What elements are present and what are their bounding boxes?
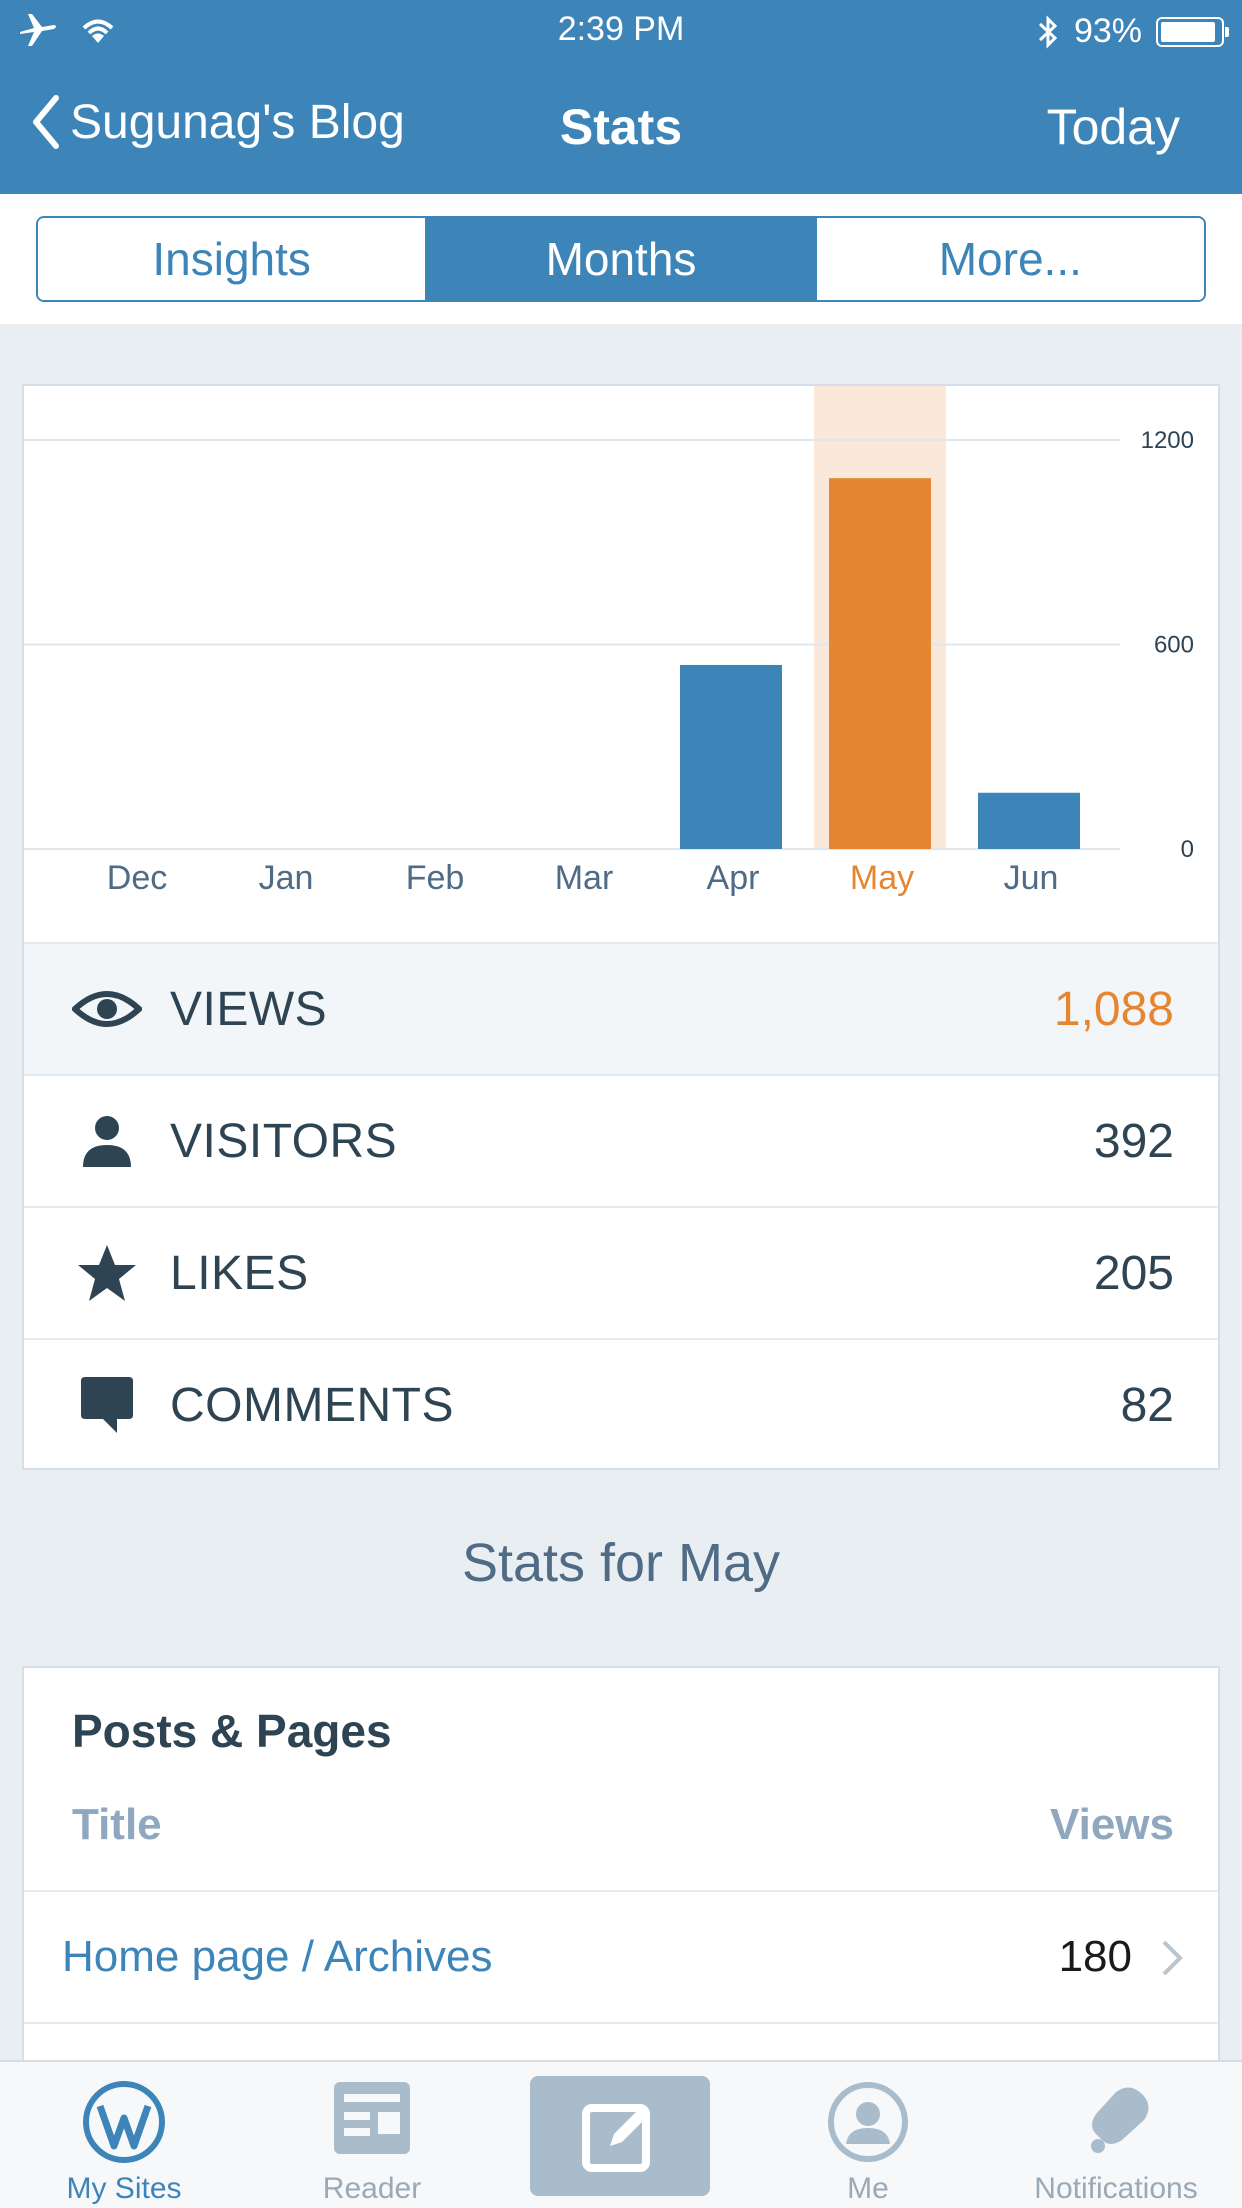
bar-apr	[680, 664, 782, 849]
tab-reader[interactable]: Reader	[282, 2062, 462, 2208]
eye-icon	[72, 974, 142, 1044]
x-tick-label: Jan	[259, 859, 314, 897]
x-tick-label: Dec	[107, 859, 167, 897]
stat-value: 82	[1120, 1378, 1174, 1432]
y-tick-label: 600	[1154, 632, 1194, 659]
status-right: 93%	[1036, 12, 1229, 51]
post-row[interactable]	[24, 2022, 1218, 2154]
stat-label: VIEWS	[170, 982, 328, 1036]
tab-label: Me	[847, 2172, 889, 2205]
stat-value: 392	[1093, 1114, 1174, 1168]
top-bar: 2:39 PM 93% Sugunag's Blog Stats Today	[0, 0, 1242, 194]
tab-label: Notifications	[1034, 2172, 1198, 2205]
segment-bar: Insights Months More...	[0, 194, 1242, 324]
tab-bar: My Sites Reader Me Notifications	[0, 2060, 1242, 2208]
tab-me[interactable]: Me	[778, 2062, 958, 2208]
stat-row-likes[interactable]: LIKES 205	[24, 1206, 1218, 1338]
bluetooth-icon	[1038, 14, 1058, 49]
segment-insights[interactable]: Insights	[38, 218, 426, 300]
bell-icon	[1091, 2087, 1149, 2153]
stat-row-comments[interactable]: COMMENTS 82	[24, 1338, 1218, 1470]
person-icon	[72, 1106, 142, 1176]
wordpress-icon	[83, 2081, 165, 2163]
comment-icon	[72, 1370, 142, 1440]
x-tick-label: May	[850, 859, 914, 897]
battery-percent: 93%	[1073, 12, 1142, 50]
tab-label: My Sites	[66, 2172, 182, 2205]
status-left	[18, 12, 118, 48]
tab-notifications[interactable]: Notifications	[1016, 2062, 1216, 2208]
write-icon	[582, 2104, 650, 2172]
write-post-button[interactable]	[530, 2076, 710, 2196]
stat-label: COMMENTS	[170, 1378, 454, 1432]
chevron-right-icon	[1162, 1940, 1183, 1976]
back-button[interactable]: Sugunag's Blog	[30, 94, 405, 150]
battery-fill	[1161, 21, 1215, 42]
post-row[interactable]: Home page / Archives 180	[24, 1890, 1218, 2022]
y-tick-label: 1200	[1141, 427, 1194, 454]
bar-chart-svg: 1200 600 0 Dec Jan Feb Mar Apr May Jun	[24, 386, 1194, 897]
tab-my-sites[interactable]: My Sites	[34, 2062, 214, 2208]
status-time: 2:39 PM	[557, 10, 685, 48]
bar-may	[829, 478, 931, 849]
battery-icon	[1156, 16, 1229, 47]
section-title: Stats for May	[461, 1533, 781, 1593]
x-tick-label: Apr	[707, 859, 760, 897]
nav-bar: Sugunag's Blog Stats Today	[0, 84, 1242, 172]
column-header-views: Views	[1050, 1800, 1174, 1849]
y-tick-label: 0	[1181, 836, 1194, 863]
x-tick-label: Feb	[406, 859, 465, 897]
status-bar: 2:39 PM 93%	[0, 0, 1242, 60]
segment-months[interactable]: Months	[425, 218, 815, 300]
back-label: Sugunag's Blog	[70, 95, 405, 149]
post-title-link[interactable]: Home page / Archives	[62, 1932, 493, 1981]
bar-chart: 1200 600 0 Dec Jan Feb Mar Apr May Jun	[24, 386, 1218, 942]
stat-value: 205	[1093, 1246, 1174, 1300]
x-tick-label: Mar	[555, 859, 614, 897]
stats-chart-card: 1200 600 0 Dec Jan Feb Mar Apr May Jun VIEWS 1,08…	[22, 384, 1220, 1470]
chevron-left-icon	[33, 95, 59, 149]
tab-label: Reader	[322, 2172, 422, 2205]
x-tick-label: Jun	[1004, 859, 1059, 897]
stat-value: 1,088	[1053, 982, 1174, 1036]
star-icon	[72, 1238, 142, 1308]
bar-jun	[978, 792, 1080, 849]
posts-card-title: Posts & Pages	[72, 1705, 392, 1757]
reader-icon	[334, 2082, 410, 2154]
segmented-control: Insights Months More...	[36, 216, 1206, 302]
post-views: 180	[1058, 1932, 1132, 1981]
airplane-icon	[20, 14, 56, 46]
column-header-title: Title	[72, 1800, 162, 1849]
segment-more[interactable]: More...	[814, 218, 1204, 300]
stat-row-visitors[interactable]: VISITORS 392	[24, 1074, 1218, 1206]
me-icon	[828, 2082, 908, 2162]
stat-label: VISITORS	[170, 1114, 398, 1168]
stat-label: LIKES	[170, 1246, 309, 1300]
stat-row-views[interactable]: VIEWS 1,088	[24, 942, 1218, 1074]
wifi-icon	[82, 19, 114, 43]
period-button[interactable]: Today	[1046, 99, 1180, 155]
